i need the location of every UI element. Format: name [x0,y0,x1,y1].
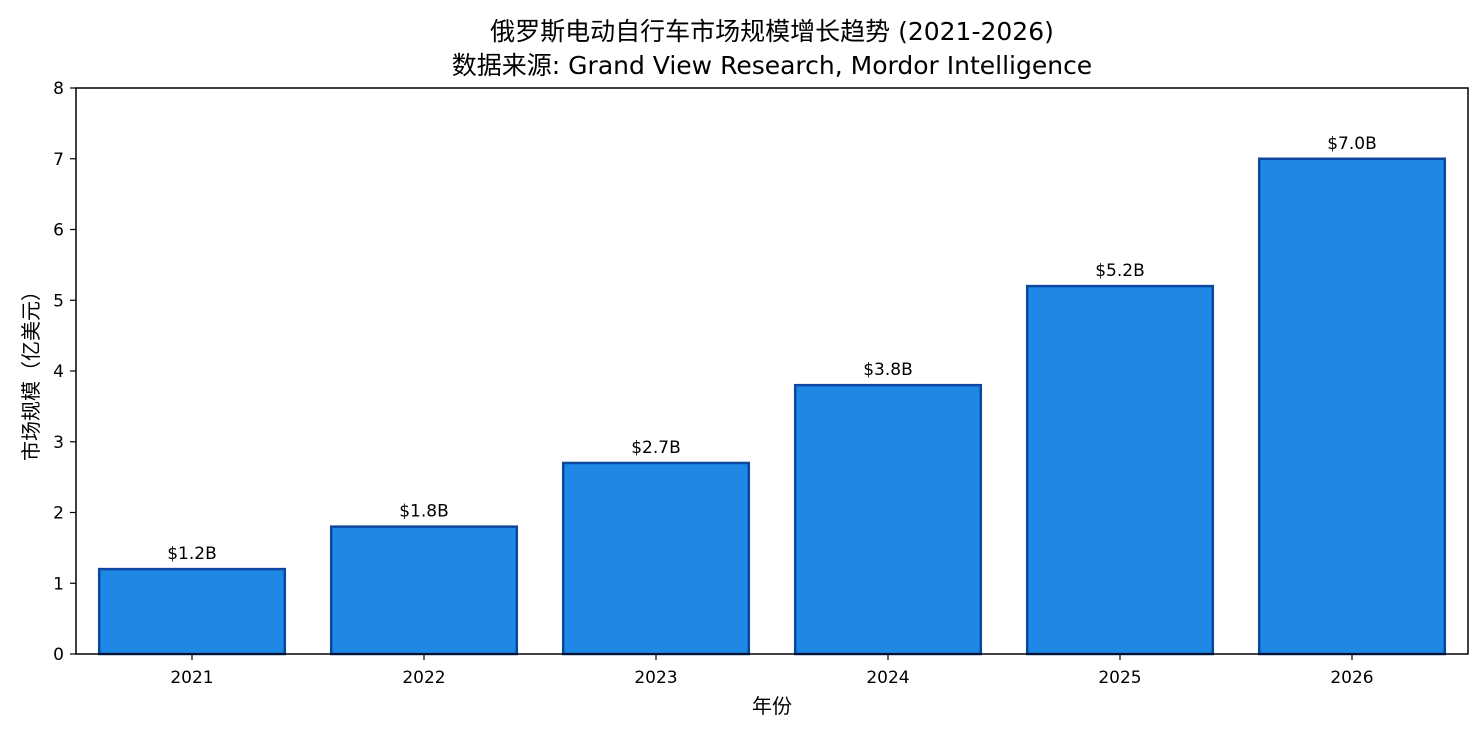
chart-title: 俄罗斯电动自行车市场规模增长趋势 (2021-2026) [490,17,1054,46]
y-tick-label-6: 6 [53,221,64,241]
y-axis-label: 市场规模（亿美元） [19,281,43,461]
y-tick-label-1: 1 [53,574,64,594]
y-tick-label-0: 0 [53,645,64,665]
bar-2026 [1257,157,1447,656]
x-tick-label-2022: 2022 [402,668,445,688]
plot-frame [75,87,1469,655]
plot-area: $1.2B 2021 $1.8B 2022 $2.7B 2023 $3.8B 2024 $5.2… [53,79,1469,688]
x-axis-label: 年份 [752,694,792,718]
x-tick-label-2024: 2024 [866,668,909,688]
bar-2021 [97,567,287,656]
y-tick-label-4: 4 [53,362,64,382]
bar-2024 [793,383,983,656]
data-label-2022: $1.8B [399,502,449,522]
x-tick-label-2021: 2021 [170,668,213,688]
y-tick-label-5: 5 [53,291,64,311]
y-tick-label-3: 3 [53,433,64,453]
data-label-2025: $5.2B [1095,261,1145,281]
y-tick-label-8: 8 [53,79,64,99]
chart-subtitle: 数据来源: Grand View Research, Mordor Intell… [452,51,1092,80]
data-label-2026: $7.0B [1327,134,1377,154]
y-tick-label-7: 7 [53,150,64,170]
data-label-2021: $1.2B [167,544,217,564]
x-tick-label-2025: 2025 [1098,668,1141,688]
x-tick-label-2026: 2026 [1330,668,1373,688]
x-tick-label-2023: 2023 [634,668,677,688]
bar-2025 [1025,284,1215,656]
data-label-2023: $2.7B [631,438,681,458]
bar-2022 [329,525,519,656]
y-tick-label-2: 2 [53,504,64,524]
data-label-2024: $3.8B [863,360,913,380]
bar-2023 [561,461,751,656]
